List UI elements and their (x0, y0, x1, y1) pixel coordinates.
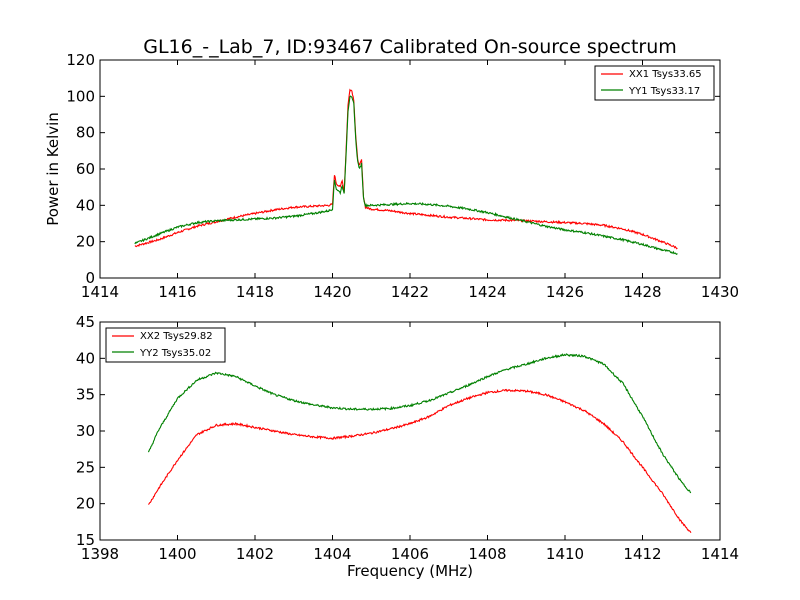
bottom-y-tick-label: 20 (76, 495, 95, 513)
bottom-x-tick-label: 1414 (701, 545, 739, 563)
top-legend: XX1 Tsys33.65 YY1 Tsys33.17 (594, 65, 715, 101)
top-series-line-2 (134, 95, 678, 255)
bottom-x-tick-label: 1400 (158, 545, 196, 563)
top-y-tick-label: 20 (76, 233, 95, 251)
top-y-tick-label: 120 (66, 51, 95, 69)
top-x-tick-label: 1418 (236, 283, 274, 301)
bottom-x-tick-label: 1412 (623, 545, 661, 563)
bottom-x-tick-label: 1410 (546, 545, 584, 563)
top-y-tick-label: 80 (76, 124, 95, 142)
top-legend-box (594, 65, 715, 101)
top-x-tick-label: 1416 (158, 283, 196, 301)
bottom-x-tick-label: 1406 (391, 545, 429, 563)
bottom-x-tick-label: 1398 (81, 545, 119, 563)
bottom-y-tick-label: 30 (76, 422, 95, 440)
top-y-tick-label: 40 (76, 196, 95, 214)
top-x-tick-label: 1420 (313, 283, 351, 301)
top-spectrum-panel: GL16_-_Lab_7, ID:93467 Calibrated On-sou… (44, 36, 739, 301)
top-series-lines (134, 88, 678, 255)
bottom-legend-box (105, 327, 226, 363)
bottom-spectrum-panel: Frequency (MHz) 1398 1400 1402 1404 1406 1408… (76, 313, 739, 580)
legend-label-xx2: XX2 Tsys29.82 (140, 331, 213, 342)
bottom-x-tick-label: 1404 (313, 545, 351, 563)
top-y-axis-label: Power in Kelvin (44, 112, 62, 226)
top-y-tick-label: 0 (85, 269, 95, 287)
bottom-plot-frame (99, 321, 721, 541)
top-axis-ticks: 1414 1416 1418 1420 1422 1424 1426 1428 1430 0 20 4… (66, 51, 739, 301)
legend-label-yy2: YY2 Tsys35.02 (139, 348, 211, 359)
top-x-tick-label: 1428 (623, 283, 661, 301)
top-x-tick-label: 1430 (701, 283, 739, 301)
top-series-line-1 (134, 88, 678, 250)
top-x-tick-label: 1414 (81, 283, 119, 301)
top-y-tick-label: 100 (66, 87, 95, 105)
bottom-x-tick-label: 1402 (236, 545, 274, 563)
bottom-x-tick-label: 1408 (468, 545, 506, 563)
top-x-tick-label: 1426 (546, 283, 584, 301)
bottom-series-lines (147, 353, 692, 533)
top-x-tick-label: 1422 (391, 283, 429, 301)
bottom-series-line-2 (147, 353, 692, 494)
bottom-y-tick-label: 45 (76, 313, 95, 331)
top-plot-frame (99, 59, 721, 279)
top-y-tick-label: 60 (76, 160, 95, 178)
legend-label-xx1: XX1 Tsys33.65 (629, 69, 702, 80)
bottom-legend: XX2 Tsys29.82 YY2 Tsys35.02 (105, 327, 226, 363)
bottom-y-tick-label: 15 (76, 531, 95, 549)
bottom-y-tick-label: 40 (76, 349, 95, 367)
chart-title: GL16_-_Lab_7, ID:93467 Calibrated On-sou… (143, 36, 677, 58)
bottom-series-line-1 (147, 388, 692, 533)
bottom-y-tick-label: 35 (76, 386, 95, 404)
legend-label-yy1: YY1 Tsys33.17 (628, 86, 700, 97)
bottom-y-tick-label: 25 (76, 458, 95, 476)
bottom-x-axis-label: Frequency (MHz) (347, 562, 473, 580)
top-x-tick-label: 1424 (468, 283, 506, 301)
bottom-axis-ticks: 1398 1400 1402 1404 1406 1408 1410 1412 1414 15 20… (76, 313, 739, 563)
